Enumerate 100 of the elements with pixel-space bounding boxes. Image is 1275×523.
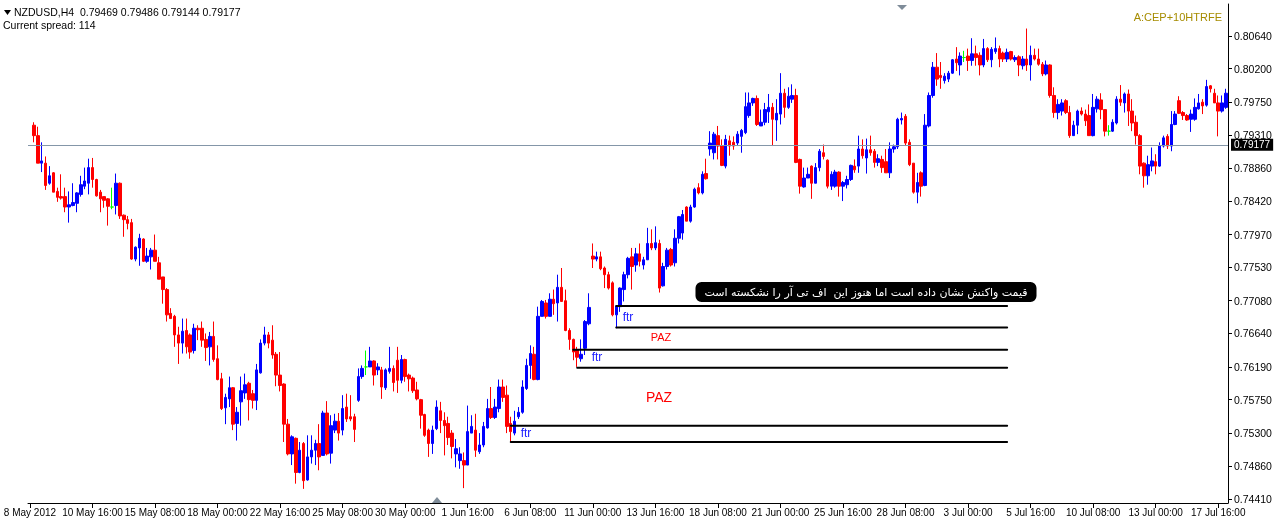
candlestick xyxy=(149,247,153,270)
candlestick xyxy=(958,51,962,76)
candlestick xyxy=(532,346,536,381)
candlestick xyxy=(185,318,188,355)
candlestick xyxy=(888,141,892,179)
candlestick xyxy=(306,434,309,482)
candlestick xyxy=(1025,28,1028,72)
candlestick xyxy=(44,155,47,191)
candlestick xyxy=(357,367,360,403)
candlestick xyxy=(400,354,403,384)
x-tick-label: 22 May 16:00 xyxy=(249,506,311,518)
candlestick xyxy=(1017,54,1021,77)
candlestick xyxy=(1091,93,1095,137)
candlestick xyxy=(595,251,598,262)
candlestick xyxy=(935,52,939,87)
candlestick xyxy=(364,350,368,376)
x-tick-label: 25 Jun 16:00 xyxy=(814,506,873,518)
candlestick xyxy=(955,46,958,72)
y-tick-label: 0.74860 xyxy=(1234,459,1273,472)
candlestick xyxy=(321,410,325,456)
candlestick xyxy=(368,346,372,368)
annotation: قیمت واکنش نشان داده است اما هنوز این اف تی آر را نشکسته است xyxy=(704,284,1028,299)
candlestick xyxy=(998,45,1001,68)
candlestick xyxy=(1021,55,1025,70)
candlestick xyxy=(556,274,559,323)
x-tick-label: 15 May 08:00 xyxy=(124,506,186,518)
candlestick xyxy=(462,451,466,489)
annotation: PAZ xyxy=(650,331,672,343)
x-tick-label: 5 Jul 16:00 xyxy=(1006,506,1056,518)
candlestick xyxy=(208,331,212,366)
y-tick-label: 0.77080 xyxy=(1234,294,1273,307)
candlestick xyxy=(826,158,829,189)
candlestick xyxy=(138,233,141,267)
chart-title: NZDUSD,H4 0.79469 0.79486 0.79144 0.79177 xyxy=(14,5,241,18)
x-tick-label: 10 May 16:00 xyxy=(62,506,124,518)
x-tick-label: 13 Jul 00:00 xyxy=(1128,506,1184,518)
x-tick-label: 1 Jun 16:00 xyxy=(441,506,495,518)
candlestick xyxy=(380,366,383,400)
candlestick xyxy=(1013,54,1017,63)
y-tick-label: 0.80200 xyxy=(1234,62,1273,75)
candlestick xyxy=(345,393,348,423)
candlestick xyxy=(755,94,759,127)
ref-line-label: 0.79177 xyxy=(1234,139,1271,151)
candlestick xyxy=(966,48,970,72)
annotation: PAZ xyxy=(645,389,673,405)
candlestick xyxy=(87,158,90,195)
candlestick xyxy=(896,117,899,150)
candlestick xyxy=(669,247,673,268)
candlestick xyxy=(970,37,974,67)
x-tick-label: 17 Jul 16:00 xyxy=(1190,506,1246,518)
x-tick-label: 6 Jun 08:00 xyxy=(504,506,557,518)
x-tick-label: 3 Jul 00:00 xyxy=(943,506,993,518)
y-tick-label: 0.75750 xyxy=(1234,393,1273,406)
candlestick xyxy=(435,399,438,431)
y-tick-label: 0.76640 xyxy=(1234,327,1273,340)
y-tick-label: 0.77530 xyxy=(1234,261,1273,274)
candlestick xyxy=(1009,50,1013,62)
candlestick xyxy=(247,381,251,421)
candlestick xyxy=(544,299,548,320)
x-tick-label: 11 Jun 00:00 xyxy=(564,506,622,518)
candlestick xyxy=(192,323,196,355)
candlestick xyxy=(1076,109,1079,135)
candlestick xyxy=(837,170,841,198)
candlestick xyxy=(1185,113,1189,122)
candlestick xyxy=(36,126,40,164)
candlestick xyxy=(1056,98,1060,120)
candlestick xyxy=(728,135,731,157)
candlestick xyxy=(1044,60,1048,76)
x-tick-label: 18 Jun 08:00 xyxy=(688,506,748,518)
y-tick-label: 0.77970 xyxy=(1234,228,1273,241)
candlestick xyxy=(1209,84,1212,93)
candlestick xyxy=(853,158,856,174)
candlestick xyxy=(638,242,641,268)
candlestick xyxy=(1166,133,1169,150)
candlestick xyxy=(302,441,305,490)
candlestick xyxy=(876,153,880,167)
candlestick xyxy=(454,438,458,468)
candlestick xyxy=(317,423,321,471)
candlestick xyxy=(376,362,380,376)
candlestick xyxy=(231,386,235,431)
candlestick xyxy=(1087,103,1091,137)
candlestick xyxy=(1224,88,1228,110)
candlestick xyxy=(290,434,294,466)
y-tick-label: 0.78860 xyxy=(1234,162,1273,175)
candlestick xyxy=(708,130,712,157)
candlestick xyxy=(916,172,919,204)
y-tick-label: 0.75300 xyxy=(1234,427,1273,440)
candlestick xyxy=(822,144,825,160)
y-tick-label: 0.79310 xyxy=(1234,128,1273,141)
candlestick xyxy=(783,88,786,119)
candlestick xyxy=(724,134,727,169)
annotation: ftr xyxy=(520,426,532,440)
candlestick xyxy=(1119,84,1122,107)
candlestick xyxy=(630,247,634,291)
candlestick xyxy=(548,292,552,317)
x-tick-label: 21 Jun 00:00 xyxy=(751,506,810,518)
candlestick xyxy=(474,413,477,458)
candlestick xyxy=(685,205,688,222)
candlestick xyxy=(787,86,790,110)
candlestick xyxy=(865,138,868,175)
